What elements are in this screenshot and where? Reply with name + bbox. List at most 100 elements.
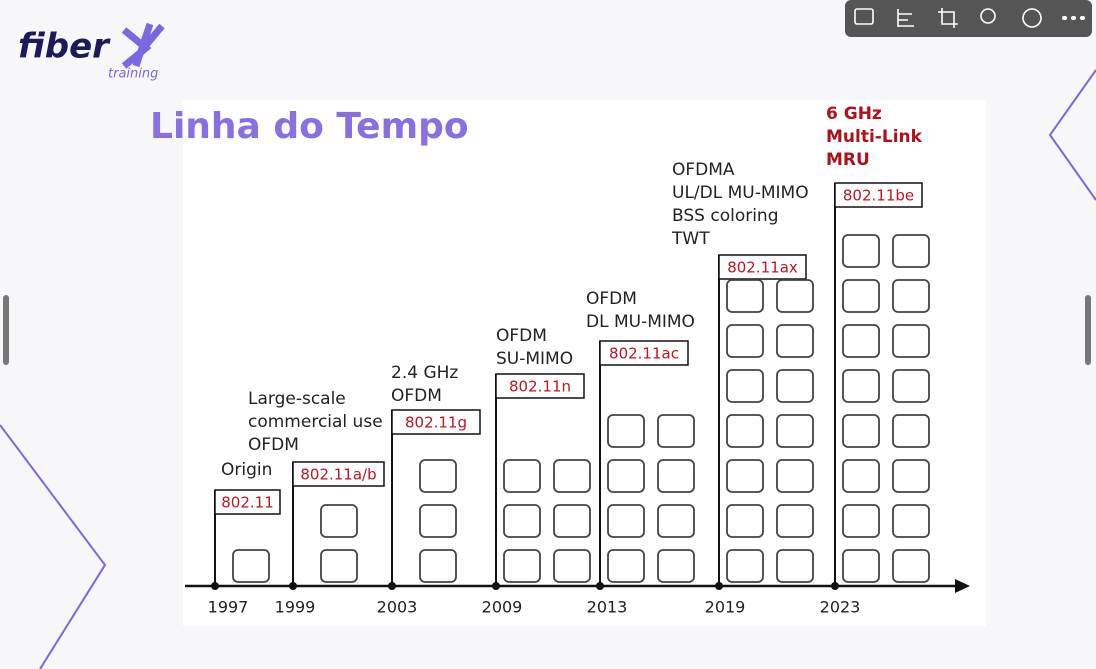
feature-icon bbox=[726, 549, 764, 583]
feature-icon bbox=[419, 504, 457, 538]
feature-icon bbox=[726, 279, 764, 313]
feature-icon bbox=[776, 549, 814, 583]
feature-icon bbox=[776, 369, 814, 403]
feature-label: OFDMA bbox=[672, 160, 735, 180]
logo-mark bbox=[121, 22, 165, 69]
feature-icon bbox=[726, 414, 764, 448]
feature-icon bbox=[657, 459, 695, 493]
standard-box bbox=[292, 461, 385, 487]
logo-name: fiber bbox=[18, 27, 111, 67]
comment-button[interactable] bbox=[854, 8, 874, 25]
toolbar-icons bbox=[854, 8, 1085, 28]
feature-icon bbox=[842, 459, 880, 493]
crop-button[interactable] bbox=[938, 8, 958, 28]
feature-icon bbox=[776, 459, 814, 493]
feature-label: OFDM bbox=[391, 386, 442, 406]
feature-icon bbox=[607, 459, 645, 493]
year-label: 2003 bbox=[377, 598, 418, 617]
feature-label: SU-MIMO bbox=[496, 349, 573, 369]
year-label: 1997 bbox=[208, 598, 249, 617]
feature-icon bbox=[320, 549, 358, 583]
feature-label: commercial use bbox=[248, 412, 383, 432]
standard-box bbox=[214, 489, 281, 515]
feature-icon bbox=[842, 324, 880, 358]
scroll-handle[interactable] bbox=[3, 295, 9, 365]
feature-label: BSS coloring bbox=[672, 206, 779, 226]
year-label: 2019 bbox=[705, 598, 746, 617]
feature-icon bbox=[776, 504, 814, 538]
feature-icon bbox=[892, 234, 930, 268]
feature-icon bbox=[892, 369, 930, 403]
feature-icon bbox=[726, 324, 764, 358]
year-label: 1999 bbox=[275, 598, 316, 617]
feature-icon bbox=[892, 549, 930, 583]
feature-icon bbox=[726, 504, 764, 538]
download-button[interactable] bbox=[1022, 8, 1042, 28]
slide-image bbox=[183, 100, 986, 626]
feature-icon bbox=[776, 279, 814, 313]
standard-box bbox=[391, 409, 481, 435]
feature-icon bbox=[607, 549, 645, 583]
feature-label: Large-scale bbox=[248, 389, 346, 409]
feature-icon bbox=[553, 459, 591, 493]
feature-icon bbox=[842, 234, 880, 268]
standard-box bbox=[599, 340, 689, 366]
standard-box bbox=[495, 373, 585, 399]
feature-icon bbox=[842, 369, 880, 403]
feature-label: OFDM bbox=[586, 289, 637, 309]
milestone-dot bbox=[831, 582, 839, 590]
standard-label: 802.11be bbox=[843, 187, 914, 205]
milestone-dot bbox=[211, 582, 219, 590]
milestone-dot bbox=[596, 582, 604, 590]
feature-label: Multi-Link bbox=[826, 127, 923, 147]
standard-label: 802.11ax bbox=[727, 259, 798, 277]
feature-icon bbox=[726, 369, 764, 403]
feature-label: 6 GHz bbox=[826, 104, 882, 124]
feature-label: UL/DL MU-MIMO bbox=[672, 183, 809, 203]
feature-icon bbox=[842, 549, 880, 583]
viewer-toolbar bbox=[845, 0, 1092, 37]
axis-arrow bbox=[955, 579, 970, 593]
feature-icon bbox=[726, 459, 764, 493]
feature-icon bbox=[419, 549, 457, 583]
standard-label: 802.11ac bbox=[609, 345, 679, 363]
year-label: 2009 bbox=[482, 598, 523, 617]
feature-icon bbox=[657, 414, 695, 448]
decor-line bbox=[1048, 69, 1096, 201]
feature-icon bbox=[892, 459, 930, 493]
feature-icon bbox=[553, 549, 591, 583]
standard-label: 802.11g bbox=[405, 414, 467, 432]
standard-label: 802.11a/b bbox=[300, 466, 376, 484]
feature-icon bbox=[842, 279, 880, 313]
standard-box bbox=[718, 254, 807, 280]
decor-line bbox=[0, 424, 107, 669]
feature-icon bbox=[892, 324, 930, 358]
feature-icon bbox=[776, 414, 814, 448]
feature-icon bbox=[607, 504, 645, 538]
feature-icon bbox=[503, 459, 541, 493]
standard-label: 802.11 bbox=[221, 494, 274, 512]
feature-label: TWT bbox=[671, 229, 710, 249]
feature-icon bbox=[232, 549, 270, 583]
feature-label: OFDM bbox=[496, 326, 547, 346]
logo-tagline: training bbox=[108, 67, 158, 82]
align-button[interactable] bbox=[897, 9, 914, 27]
milestone-dot bbox=[492, 582, 500, 590]
feature-icon bbox=[892, 279, 930, 313]
feature-icon bbox=[842, 504, 880, 538]
feature-label: Origin bbox=[221, 460, 272, 480]
slide-title: Linha do Tempo bbox=[150, 106, 469, 147]
milestone-dot bbox=[289, 582, 297, 590]
zoom-button[interactable] bbox=[980, 8, 996, 24]
feature-icon bbox=[419, 459, 457, 493]
year-label: 2013 bbox=[587, 598, 628, 617]
feature-icon bbox=[842, 414, 880, 448]
scroll-handle[interactable] bbox=[1085, 295, 1091, 365]
milestone-dot bbox=[388, 582, 396, 590]
feature-icon bbox=[892, 504, 930, 538]
feature-icon bbox=[607, 414, 645, 448]
feature-icon bbox=[503, 504, 541, 538]
year-label: 2023 bbox=[820, 598, 861, 617]
